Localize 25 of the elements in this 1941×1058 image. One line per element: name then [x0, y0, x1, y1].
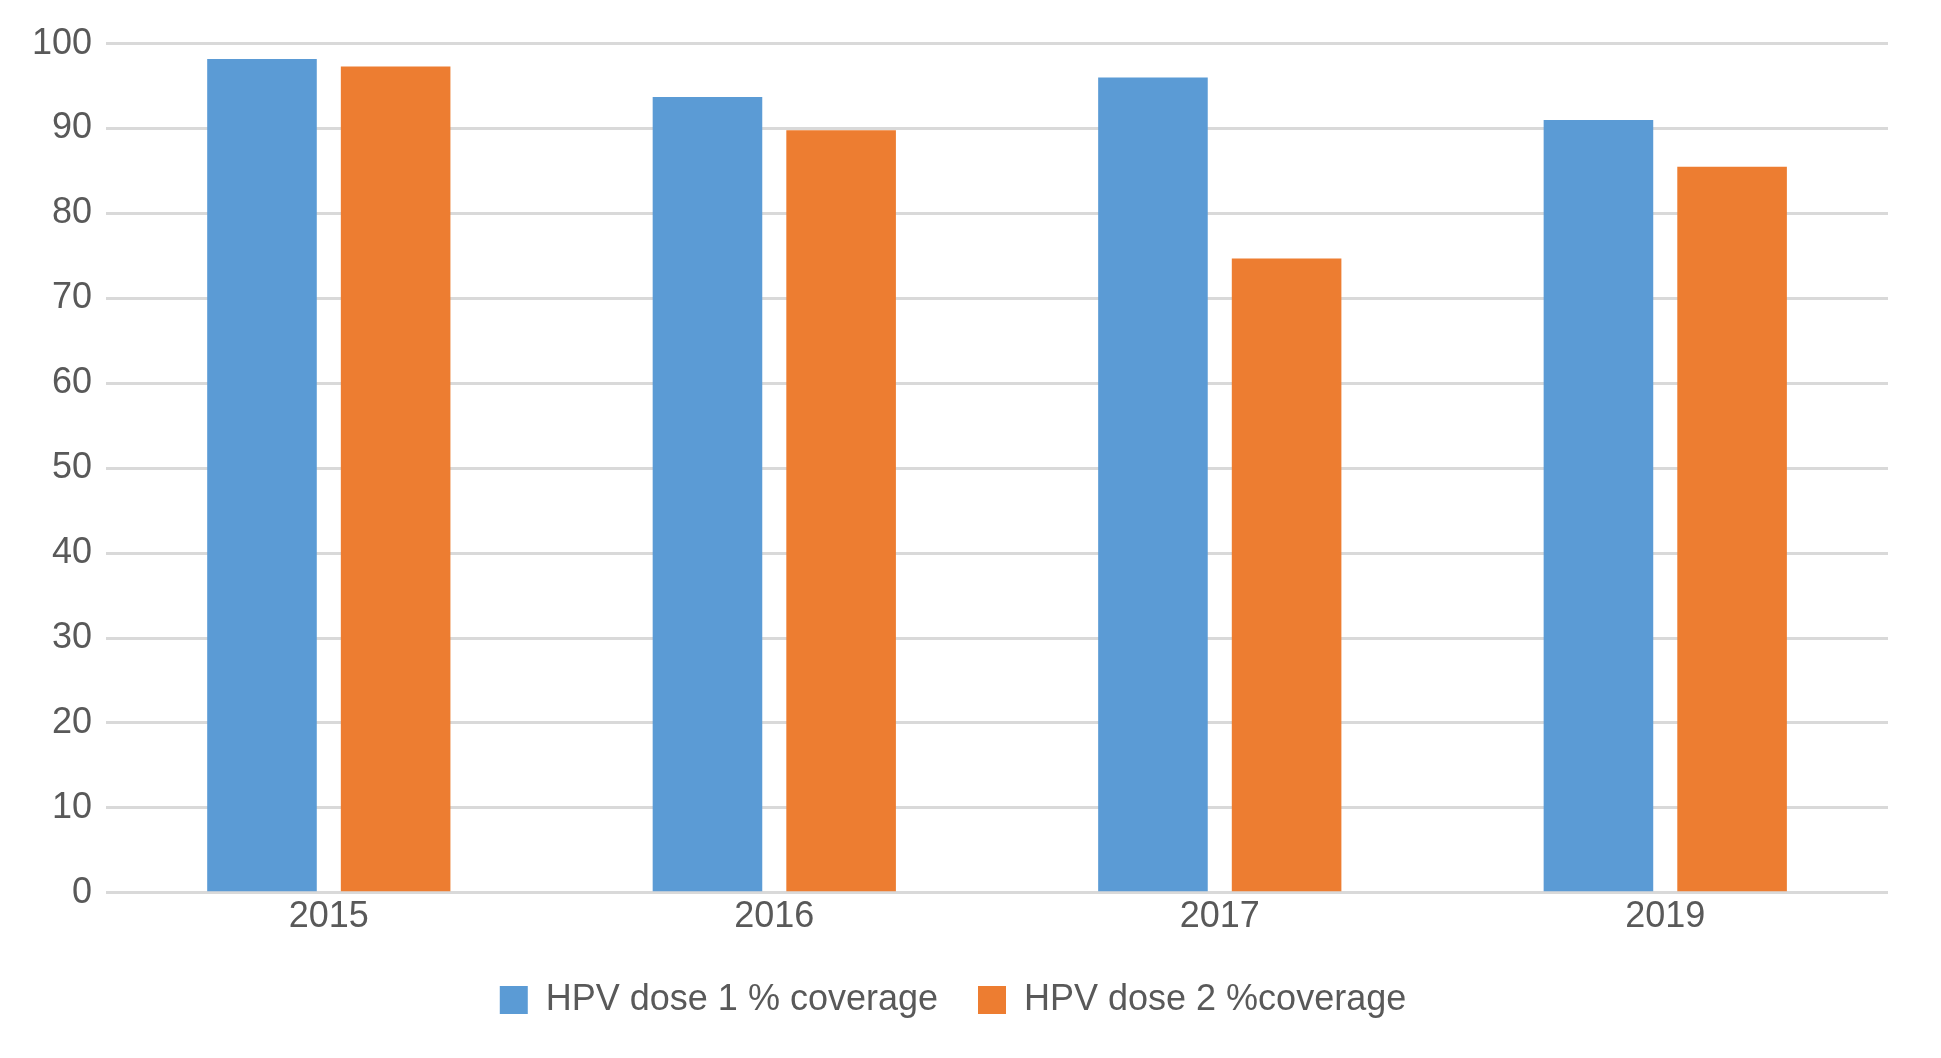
- y-tick-label: 0: [72, 869, 93, 911]
- y-tick-label: 50: [52, 445, 93, 487]
- bar: [1543, 120, 1654, 892]
- bar: [1231, 258, 1342, 892]
- y-tick-label: 100: [31, 20, 93, 62]
- y-tick-label: 40: [52, 530, 93, 572]
- bar: [207, 58, 317, 892]
- y-tick-label: 90: [52, 105, 93, 147]
- y-tick-label: 80: [52, 190, 93, 232]
- legend-label: HPV dose 2 %coverage: [1024, 976, 1407, 1018]
- y-tick-label: 30: [52, 614, 93, 656]
- legend-label: HPV dose 1 % coverage: [545, 976, 939, 1018]
- x-tick-label: 2016: [734, 894, 815, 936]
- y-tick-label: 70: [52, 275, 93, 317]
- y-tick-label: 10: [52, 784, 93, 826]
- x-tick-label: 2017: [1179, 894, 1260, 936]
- bar: [652, 97, 763, 892]
- bar: [340, 66, 451, 892]
- y-tick-label: 20: [52, 699, 93, 741]
- x-tick-label: 2015: [288, 894, 369, 936]
- bar: [1098, 77, 1208, 892]
- y-tick-label: 60: [52, 360, 93, 402]
- x-tick-label: 2019: [1625, 894, 1706, 936]
- bar: [786, 130, 896, 892]
- bar: [1677, 166, 1787, 892]
